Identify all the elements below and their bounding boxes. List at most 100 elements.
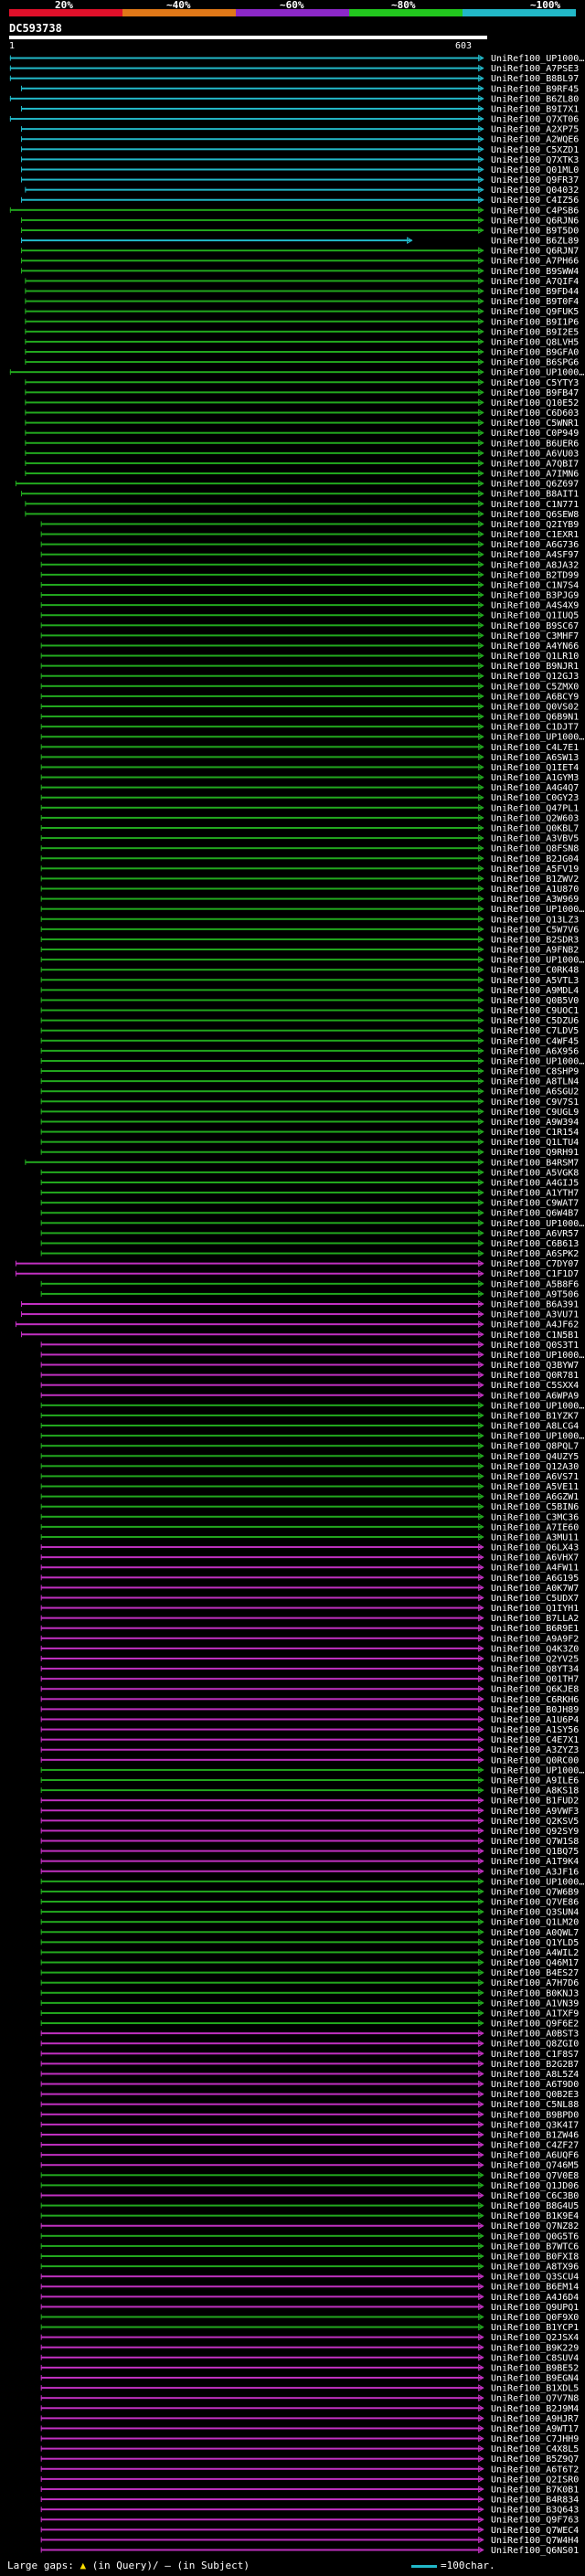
hit-label[interactable]: UniRef100_A4JF62 <box>491 1320 579 1330</box>
hit-label[interactable]: UniRef100_A4YN66 <box>491 641 579 652</box>
hit-row[interactable]: UniRef100_A6X956 <box>40 1046 580 1056</box>
hit-label[interactable]: UniRef100_B8BL97 <box>491 74 579 84</box>
hit-label[interactable]: UniRef100_B4R834 <box>491 2496 579 2506</box>
hit-row[interactable]: UniRef100_B2J9M4 <box>40 2404 580 2414</box>
hit-label[interactable]: UniRef100_B1YZK7 <box>491 1411 579 1421</box>
hit-row[interactable]: UniRef100_B8AIT1 <box>21 490 579 500</box>
hit-label[interactable]: UniRef100_B2SDR3 <box>491 935 579 945</box>
hit-label[interactable]: UniRef100_UP1000… <box>491 1401 584 1411</box>
hit-row[interactable]: UniRef100_Q6RJN7 <box>21 247 579 257</box>
hit-row[interactable]: UniRef100_A6SGU2 <box>40 1087 580 1097</box>
hit-row[interactable]: UniRef100_Q1LTU4 <box>40 1138 580 1148</box>
hit-label[interactable]: UniRef100_C1N7S4 <box>491 580 579 590</box>
hit-row[interactable]: UniRef100_A7QIF4 <box>25 277 579 287</box>
hit-row[interactable]: UniRef100_B6R9E1 <box>40 1624 580 1634</box>
hit-label[interactable]: UniRef100_Q3BYW7 <box>491 1361 579 1371</box>
hit-row[interactable]: UniRef100_A6SW13 <box>40 753 580 763</box>
hit-label[interactable]: UniRef100_Q8LVH5 <box>491 337 579 347</box>
hit-row[interactable]: UniRef100_B9EGN4 <box>40 2374 580 2384</box>
hit-label[interactable]: UniRef100_B9BE52 <box>491 2363 579 2373</box>
hit-row[interactable]: UniRef100_Q7XT06 <box>9 115 579 125</box>
hit-label[interactable]: UniRef100_A4S4X9 <box>491 601 579 611</box>
hit-label[interactable]: UniRef100_A9VWF3 <box>491 1807 579 1817</box>
hit-label[interactable]: UniRef100_C1EXR1 <box>491 530 579 540</box>
hit-label[interactable]: UniRef100_B6EM14 <box>491 2283 579 2293</box>
hit-label[interactable]: UniRef100_UP1000… <box>491 905 584 915</box>
hit-row[interactable]: UniRef100_A2WQE6 <box>21 135 579 145</box>
hit-row[interactable]: UniRef100_A6G195 <box>40 1574 580 1584</box>
hit-row[interactable]: UniRef100_A4G4Q7 <box>40 783 580 793</box>
hit-row[interactable]: UniRef100_Q7V0E8 <box>40 2171 580 2181</box>
hit-row[interactable]: UniRef100_A1U6P4 <box>40 1715 580 1725</box>
hit-label[interactable]: UniRef100_B2J9M4 <box>491 2404 579 2414</box>
hit-row[interactable]: UniRef100_C4WF45 <box>40 1036 580 1046</box>
hit-label[interactable]: UniRef100_Q01ML0 <box>491 165 579 175</box>
hit-label[interactable]: UniRef100_Q6KJE8 <box>491 1685 579 1695</box>
hit-label[interactable]: UniRef100_A5FV19 <box>491 864 579 875</box>
hit-label[interactable]: UniRef100_UP1000… <box>491 1765 584 1776</box>
hit-row[interactable]: UniRef100_B9FB47 <box>25 388 579 398</box>
hit-label[interactable]: UniRef100_C7DY07 <box>491 1259 579 1269</box>
hit-label[interactable]: UniRef100_B9FD44 <box>491 287 579 297</box>
hit-row[interactable]: UniRef100_A4FW11 <box>40 1564 580 1574</box>
hit-label[interactable]: UniRef100_C5SXX4 <box>491 1381 579 1391</box>
hit-row[interactable]: UniRef100_Q9UPQ1 <box>40 2303 580 2313</box>
hit-row[interactable]: UniRef100_B0JH89 <box>40 1705 580 1715</box>
hit-label[interactable]: UniRef100_A8KS18 <box>491 1786 579 1797</box>
hit-row[interactable]: UniRef100_A2XP75 <box>21 125 579 135</box>
hit-label[interactable]: UniRef100_Q46M17 <box>491 1958 579 1968</box>
hit-row[interactable]: UniRef100_Q1LM20 <box>40 1918 580 1928</box>
hit-row[interactable]: UniRef100_A5B8F6 <box>40 1279 580 1289</box>
hit-label[interactable]: UniRef100_C9UOC1 <box>491 1006 579 1016</box>
hit-label[interactable]: UniRef100_Q4UZY5 <box>491 1452 579 1462</box>
hit-row[interactable]: UniRef100_A6VU03 <box>25 449 579 459</box>
hit-label[interactable]: UniRef100_A1SY56 <box>491 1725 579 1735</box>
hit-label[interactable]: UniRef100_Q2JSX4 <box>491 2333 579 2343</box>
hit-label[interactable]: UniRef100_C1F1D7 <box>491 1269 579 1279</box>
hit-label[interactable]: UniRef100_Q92SY9 <box>491 1827 579 1837</box>
hit-label[interactable]: UniRef100_Q2ISR0 <box>491 2475 579 2485</box>
hit-label[interactable]: UniRef100_Q0R781 <box>491 1371 579 1381</box>
hit-label[interactable]: UniRef100_B4RSM7 <box>491 1158 579 1168</box>
hit-label[interactable]: UniRef100_A5VGK8 <box>491 1168 579 1178</box>
hit-row[interactable]: UniRef100_Q6RJN6 <box>21 216 579 226</box>
hit-label[interactable]: UniRef100_B9I2E5 <box>491 327 579 337</box>
hit-row[interactable]: UniRef100_Q6W4B7 <box>40 1209 580 1219</box>
hit-row[interactable]: UniRef100_B9SWW4 <box>21 267 579 277</box>
hit-label[interactable]: UniRef100_B7LLA2 <box>491 1614 579 1624</box>
hit-label[interactable]: UniRef100_A6BCY9 <box>491 692 579 702</box>
hit-label[interactable]: UniRef100_Q7WEC4 <box>491 2526 579 2536</box>
hit-row[interactable]: UniRef100_UP1000… <box>40 1351 585 1361</box>
hit-row[interactable]: UniRef100_A3MU11 <box>40 1532 580 1542</box>
hit-label[interactable]: UniRef100_A8TX96 <box>491 2263 579 2273</box>
hit-label[interactable]: UniRef100_C9WAT7 <box>491 1199 579 1209</box>
hit-row[interactable]: UniRef100_Q3K4I7 <box>40 2120 580 2130</box>
hit-row[interactable]: UniRef100_B8BL97 <box>9 74 579 84</box>
hit-row[interactable]: UniRef100_A9VWF3 <box>40 1807 580 1817</box>
hit-row[interactable]: UniRef100_C1DJT7 <box>40 723 580 733</box>
hit-row[interactable]: UniRef100_Q6NS01 <box>40 2546 580 2556</box>
hit-label[interactable]: UniRef100_UP1000… <box>491 956 584 966</box>
hit-row[interactable]: UniRef100_B5Z9Q7 <box>40 2454 580 2465</box>
hit-label[interactable]: UniRef100_B0FXI8 <box>491 2252 579 2262</box>
hit-label[interactable]: UniRef100_Q9FR37 <box>491 175 579 186</box>
hit-row[interactable]: UniRef100_C5ZMX0 <box>40 682 580 692</box>
hit-label[interactable]: UniRef100_A4SF97 <box>491 550 579 560</box>
hit-label[interactable]: UniRef100_C5W7V6 <box>491 925 579 935</box>
hit-row[interactable]: UniRef100_A4GIJ5 <box>40 1178 580 1188</box>
hit-row[interactable]: UniRef100_A4WIL2 <box>40 1948 580 1958</box>
hit-row[interactable]: UniRef100_B9I1P6 <box>25 317 579 327</box>
hit-row[interactable]: UniRef100_C9WAT7 <box>40 1199 580 1209</box>
hit-label[interactable]: UniRef100_UP1000… <box>491 733 584 743</box>
hit-row[interactable]: UniRef100_Q13LZ3 <box>40 915 580 925</box>
hit-row[interactable]: UniRef100_UP1000… <box>40 1219 585 1229</box>
hit-label[interactable]: UniRef100_A8L5Z4 <box>491 2070 579 2080</box>
hit-label[interactable]: UniRef100_A3W969 <box>491 895 579 905</box>
hit-row[interactable]: UniRef100_Q04032 <box>25 186 579 196</box>
hit-label[interactable]: UniRef100_A1TXF9 <box>491 2009 579 2019</box>
hit-row[interactable]: UniRef100_Q7W1S8 <box>40 1837 580 1847</box>
hit-label[interactable]: UniRef100_A0K7W7 <box>491 1584 579 1594</box>
hit-label[interactable]: UniRef100_Q2W603 <box>491 813 579 823</box>
hit-row[interactable]: UniRef100_A0QWL7 <box>40 1928 580 1938</box>
hit-row[interactable]: UniRef100_Q746M5 <box>40 2161 580 2171</box>
